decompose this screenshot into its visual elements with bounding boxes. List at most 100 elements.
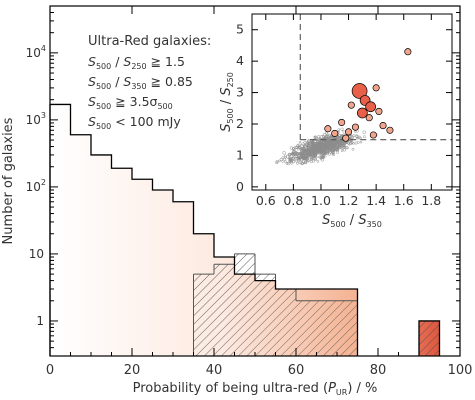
inset-grey-point xyxy=(299,155,303,159)
histogram-bar xyxy=(70,134,91,356)
inset-grey-point xyxy=(306,145,310,150)
inset-grey-point xyxy=(358,136,362,140)
inset-grey-point xyxy=(331,150,334,153)
inset-grey-point xyxy=(285,161,289,165)
inset-grey-point xyxy=(321,156,324,159)
inset-x-tick-label: 1.6 xyxy=(394,193,414,208)
criterion-1: S500 / S250 ≧ 1.5 xyxy=(88,54,185,71)
inset-ultra-red-point xyxy=(324,125,332,133)
y-tick-label: 104 xyxy=(26,44,46,60)
ultra-red-bar xyxy=(316,300,337,356)
inset-grey-point xyxy=(335,140,339,144)
inset-grey-point xyxy=(313,146,317,149)
inset-y-tick-label: 1 xyxy=(236,147,244,162)
inset-grey-point xyxy=(327,144,331,148)
inset-grey-point xyxy=(282,151,286,155)
inset-grey-point xyxy=(325,151,329,155)
inset-x-tick-label: 1.2 xyxy=(339,193,359,208)
criterion-4: S500 < 100 mJy xyxy=(88,114,181,131)
inset-grey-point xyxy=(317,145,321,150)
ultra-red-hatched-bars xyxy=(193,253,440,356)
inset-x-tick-label: 0.8 xyxy=(283,193,303,208)
x-tick-label: 40 xyxy=(206,363,223,378)
inset-ultra-red-point xyxy=(342,134,350,142)
y-tick-label: 103 xyxy=(26,111,46,127)
inset-grey-point xyxy=(337,142,340,146)
inset-border xyxy=(251,13,453,191)
x-axis-label: Probability of being ultra-red (PUR) / % xyxy=(133,381,378,397)
inset-y-ticks: 0 1 2 3 4 5 xyxy=(236,22,452,194)
inset-grey-point xyxy=(327,139,331,144)
histogram-bar xyxy=(91,154,112,356)
criterion-3: S500 ≧ 3.5σ500 xyxy=(88,94,173,111)
inset-grey-point xyxy=(329,140,333,144)
inset-grey-point xyxy=(325,142,329,145)
inset-plot: 0.6 0.8 1.0 1.2 1.4 1.6 1.8 0 1 2 3 4 5 S500 / S350… xyxy=(219,13,453,229)
inset-grey-point xyxy=(320,150,324,154)
inset-grey-point xyxy=(298,146,301,149)
inset-grey-point xyxy=(342,146,346,149)
inset-x-tick-label: 1.8 xyxy=(421,193,441,208)
inset-grey-point xyxy=(313,148,317,153)
inset-grey-point xyxy=(289,146,294,150)
inset-grey-point xyxy=(337,139,341,143)
inset-grey-point xyxy=(331,143,335,147)
inset-y-tick-label: 4 xyxy=(236,53,244,68)
inset-grey-point xyxy=(352,142,355,145)
inset-grey-point xyxy=(342,130,345,133)
inset-ultra-red-point xyxy=(386,126,394,134)
inset-grey-point xyxy=(279,157,283,162)
inset-x-axis-label: S500 / S350 xyxy=(322,213,382,229)
inset-grey-point xyxy=(301,161,305,165)
inset-grey-point xyxy=(363,135,366,138)
inset-grey-point xyxy=(316,135,321,139)
inset-grey-point xyxy=(317,139,321,143)
inset-ultra-red-point xyxy=(365,101,376,113)
inset-grey-point xyxy=(286,161,291,166)
y-tick-label: 1 xyxy=(36,314,44,328)
inset-grey-point xyxy=(306,156,309,159)
inset-grey-point xyxy=(307,149,311,152)
inset-grey-point xyxy=(309,159,313,163)
inset-grey-point xyxy=(306,140,310,143)
y-axis-label: Number of galaxies xyxy=(1,117,16,244)
inset-grey-point xyxy=(325,131,329,136)
x-tick-label: 100 xyxy=(448,363,473,378)
inset-grey-point xyxy=(314,151,319,155)
inset-grey-point xyxy=(350,141,353,144)
inset-grey-point xyxy=(355,134,359,138)
inset-grey-point xyxy=(328,133,332,137)
inset-grey-point xyxy=(343,148,347,152)
inset-grey-point xyxy=(318,142,322,146)
inset-grey-point xyxy=(315,149,318,152)
histogram-bar xyxy=(111,168,132,356)
inset-grey-point xyxy=(300,151,304,155)
inset-grey-point xyxy=(290,159,293,163)
inset-grey-point xyxy=(315,155,318,159)
x-tick-label: 60 xyxy=(288,363,305,378)
inset-grey-points xyxy=(275,127,378,166)
inset-grey-point xyxy=(359,141,363,144)
inset-grey-point xyxy=(345,141,348,145)
inset-x-ticks: 0.6 0.8 1.0 1.2 1.4 1.6 1.8 xyxy=(256,14,441,208)
inset-grey-point xyxy=(307,153,310,156)
main-plot-border xyxy=(49,5,461,357)
x-tick-label: 0 xyxy=(46,363,54,378)
inset-ultra-red-point xyxy=(338,118,346,126)
inset-grey-point xyxy=(298,158,301,161)
inset-grey-point xyxy=(311,156,314,159)
inset-grey-point xyxy=(294,152,297,156)
inset-grey-point xyxy=(292,150,296,153)
inset-grey-point xyxy=(326,141,330,145)
inset-grey-point xyxy=(318,149,321,152)
inset-grey-point xyxy=(315,136,318,140)
inset-ultra-red-point xyxy=(331,129,339,137)
inset-grey-point xyxy=(340,127,344,131)
inset-grey-point xyxy=(316,146,320,150)
legend-title: Ultra-Red galaxies: xyxy=(88,34,211,49)
inset-grey-point xyxy=(297,158,301,162)
inset-grey-point xyxy=(288,159,292,163)
ultra-red-bar xyxy=(419,320,440,356)
